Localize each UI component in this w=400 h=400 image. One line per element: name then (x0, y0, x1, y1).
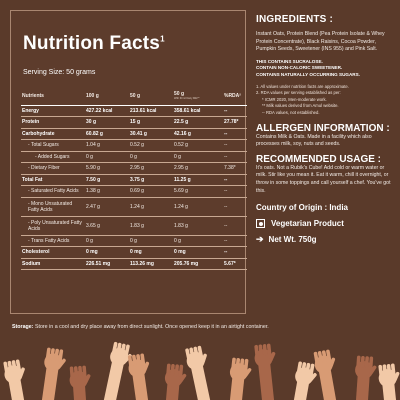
storage-instructions: Storage: Store in a cool and dry place a… (12, 324, 269, 330)
raised-hand (69, 365, 91, 400)
usage-text: It's oats. Not a Rubik's Cube! Add cold … (256, 164, 391, 194)
raised-hand (185, 345, 213, 400)
hands-illustration-icon (3, 341, 400, 400)
raised-hand (164, 363, 187, 400)
sweetener-callouts: THIS CONTAINS SUCRALOSE. CONTAIN NON-CAL… (256, 59, 394, 79)
country-of-origin: Country of Origin : India (256, 203, 348, 213)
footnote: -- RDA values, not established. (262, 109, 320, 115)
raised-hand (40, 347, 66, 400)
footnote: ** Milk values derived from Amul website… (262, 103, 339, 109)
raised-hand (3, 359, 27, 400)
footnote: * ICMR 2020, Men-moderate work. (262, 96, 327, 102)
footnotes: 1. All values under nutrition facts are … (256, 84, 394, 117)
raised-hand (291, 361, 317, 400)
raised-hand (254, 343, 276, 400)
ingredients-heading: INGREDIENTS : (256, 14, 334, 25)
callout-line: THIS CONTAINS SUCRALOSE. (256, 58, 323, 64)
nutrient-row: - Poly Unsaturated Fatty Acids 3.65 g 1.83… (21, 216, 247, 236)
raised-hand (228, 357, 252, 400)
footnote: 2. RDA values per serving established as… (256, 90, 341, 96)
footnote: 1. All values under nutrition facts are … (256, 83, 349, 89)
usage-heading: RECOMMENDED USAGE : (256, 153, 382, 165)
vegetarian-mark: Vegetarian Product (256, 219, 394, 229)
nutrient-row: Cholesterol 0 mg 0 mg 0 mg -- (21, 246, 247, 259)
net-weight: ➔ Net Wt. 750g (256, 234, 317, 245)
nutrient-row: Total Fat 7.50 g 3.75 g 11.25 g -- (21, 174, 247, 186)
nutrient-row: - Saturated Fatty Acids 1.38 g 0.69 g 5.69 … (21, 185, 247, 198)
info-column: INGREDIENTS : Instant Oats, Protein Blen… (256, 14, 394, 245)
nutrient-row: - Dietary Fiber 5.90 g 2.95 g 2.95 g 7.38* (21, 162, 247, 175)
allergen-heading: ALLERGEN INFORMATION : (256, 122, 390, 134)
nutrition-title: Nutrition Facts1 (23, 33, 165, 54)
raised-hand (127, 353, 150, 400)
nutrient-row: Energy 427.22 kcal 213.61 kcal 358.61 kcal -… (21, 105, 247, 117)
raised-hand (101, 341, 132, 400)
raised-hand (378, 363, 400, 400)
nutrient-row: Protein 30 g 15 g 22.5 g 27.78* (21, 116, 247, 129)
nutrient-row: - Mono Unsaturated Fatty Acids 2.47 g 1.24… (21, 197, 247, 217)
ingredients-text: Instant Oats, Protein Blend (Pea Protein… (256, 31, 385, 53)
veg-symbol-icon (256, 219, 265, 229)
raised-hand (313, 349, 339, 400)
callout-line: CONTAIN NON-CALORIC SWEETENER. (256, 65, 343, 71)
nutrition-table: Nutrients 100 g 50 g 50 g With 60 ml Dair… (21, 87, 247, 270)
nutrient-row: Sodium 226.51 mg 113.26 mg 205.76 mg 5.67* (21, 258, 247, 270)
serving-size: Serving Size: 50 grams (23, 69, 96, 76)
allergen-text: Contains Milk & Oats. Made in a facility… (256, 133, 372, 148)
callout-line: CONTAINS NATURALLY OCCURRING SUGARS. (256, 71, 360, 77)
nutrient-row: - Total Sugars 1.04 g 0.52 g 0.52 g -- (21, 139, 247, 152)
nutrient-row: Carbohydrate 60.82 g 30.41 g 42.16 g -- (21, 128, 247, 140)
raised-hand (355, 355, 377, 400)
arrow-right-icon: ➔ (256, 234, 264, 245)
nutrition-facts-panel: Nutrition Facts1 Serving Size: 50 grams … (10, 10, 247, 314)
nutrition-table-header: Nutrients 100 g 50 g 50 g With 60 ml Dair… (21, 87, 247, 106)
